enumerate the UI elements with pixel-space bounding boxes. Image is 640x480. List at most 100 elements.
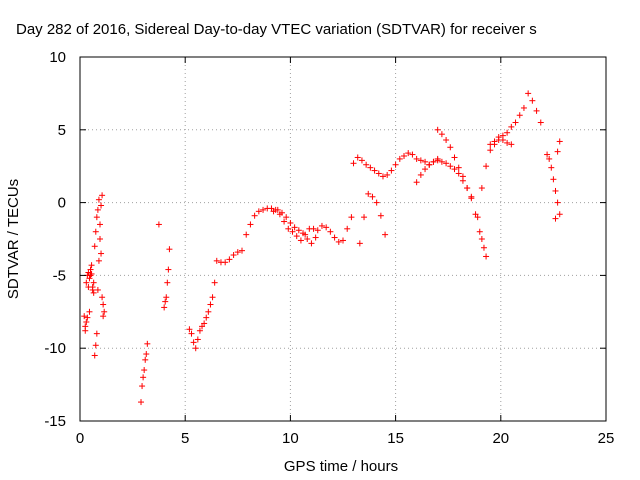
data-point: [480, 244, 487, 251]
data-point: [554, 199, 561, 206]
data-point: [201, 320, 208, 327]
data-point: [358, 157, 365, 164]
data-point: [283, 214, 290, 221]
data-point: [88, 262, 95, 269]
data-point: [93, 330, 100, 337]
data-point: [548, 164, 555, 171]
data-point: [100, 301, 107, 308]
data-point: [556, 138, 563, 145]
data-point: [99, 192, 106, 199]
data-point: [348, 214, 355, 221]
data-point: [516, 112, 523, 119]
data-point: [529, 97, 536, 104]
data-point: [209, 294, 216, 301]
data-point: [94, 286, 101, 293]
data-point: [291, 224, 298, 231]
grid-lines: [80, 57, 606, 421]
data-point: [90, 279, 97, 286]
data-point: [430, 158, 437, 165]
data-point: [447, 163, 454, 170]
data-point: [508, 123, 515, 130]
data-point: [554, 148, 561, 155]
data-point: [318, 222, 325, 229]
data-point: [96, 236, 103, 242]
data-point: [190, 339, 197, 346]
data-point: [434, 157, 441, 164]
data-point: [186, 326, 193, 333]
data-point: [491, 138, 498, 145]
data-point: [188, 330, 195, 337]
data-point: [384, 171, 391, 178]
data-point: [327, 228, 334, 235]
data-point: [459, 173, 466, 180]
data-point: [192, 345, 199, 352]
data-point: [546, 155, 553, 162]
data-point: [285, 225, 292, 232]
data-point: [417, 157, 424, 164]
data-point: [91, 243, 98, 250]
data-point: [88, 270, 95, 277]
data-point: [295, 227, 302, 234]
data-point: [98, 202, 105, 209]
data-point: [422, 166, 429, 173]
x-tick-label: 25: [598, 430, 615, 447]
x-tick-label: 5: [181, 430, 189, 447]
data-point: [99, 294, 106, 301]
data-point: [422, 158, 429, 165]
data-point: [544, 151, 551, 158]
data-point: [468, 193, 475, 200]
data-point: [552, 215, 559, 222]
data-point: [163, 294, 170, 301]
data-point: [93, 214, 100, 221]
data-point: [396, 155, 403, 162]
data-point: [443, 160, 450, 167]
x-tick-label: 15: [387, 430, 404, 447]
data-point: [140, 374, 147, 381]
data-point: [211, 279, 218, 286]
data-point: [213, 257, 220, 264]
data-point: [377, 212, 384, 219]
data-point: [504, 139, 511, 146]
data-point: [87, 266, 94, 273]
data-point: [293, 233, 300, 240]
x-tick-label: 20: [492, 430, 509, 447]
data-point: [260, 206, 267, 213]
data-point: [379, 173, 386, 180]
data-point: [499, 136, 506, 143]
data-point: [270, 208, 277, 215]
data-point: [143, 351, 150, 358]
data-point: [392, 161, 399, 168]
data-point: [474, 214, 481, 221]
data-point: [86, 308, 93, 315]
data-point: [247, 221, 254, 228]
y-tick-label: 5: [58, 122, 66, 139]
data-point: [162, 298, 169, 305]
data-point: [520, 104, 527, 111]
data-point: [83, 318, 90, 325]
data-point: [314, 227, 321, 234]
data-point: [476, 228, 483, 235]
x-tick-label: 0: [76, 430, 84, 447]
data-point: [487, 141, 494, 148]
data-point: [533, 107, 540, 114]
data-point: [382, 231, 389, 238]
y-tick-label: -15: [44, 413, 66, 430]
data-point: [512, 119, 519, 126]
data-point: [274, 206, 281, 213]
data-point: [92, 228, 99, 235]
data-point: [81, 313, 88, 320]
data-point: [194, 336, 201, 343]
data-point: [438, 131, 445, 138]
data-point: [405, 150, 412, 157]
data-point: [95, 257, 102, 264]
data-point: [205, 308, 212, 315]
data-point: [455, 164, 462, 171]
chart-title: Day 282 of 2016, Sidereal Day-to-day VTE…: [16, 21, 537, 38]
data-point: [255, 208, 262, 215]
data-point: [451, 154, 458, 161]
data-point: [83, 279, 90, 286]
data-point: [98, 250, 105, 257]
